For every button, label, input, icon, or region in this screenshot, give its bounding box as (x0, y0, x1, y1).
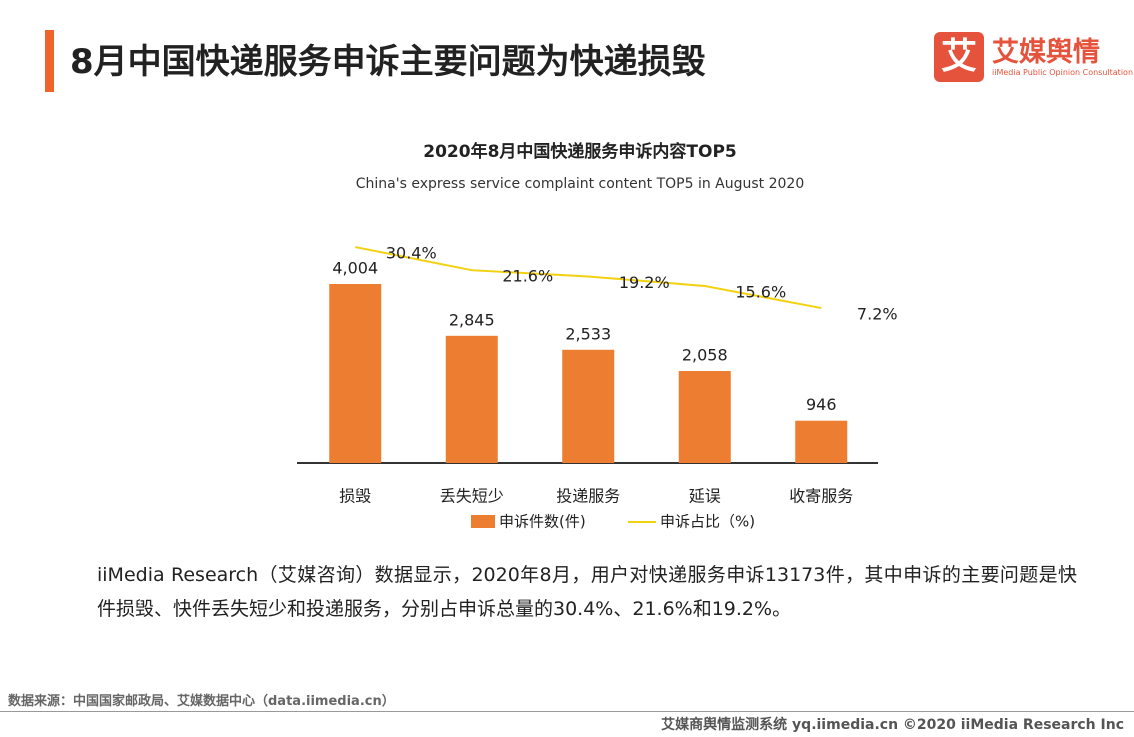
logo-name: 艾媒舆情 (992, 37, 1100, 68)
line-label: 21.6% (502, 267, 553, 286)
bar (445, 335, 498, 463)
bar (329, 284, 382, 463)
line-label: 7.2% (857, 305, 898, 324)
bar-label: 2,533 (565, 324, 611, 343)
page-title: 8月中国快递服务申诉主要问题为快递损毁 (70, 42, 706, 82)
divider (0, 711, 1134, 712)
line-label: 30.4% (386, 244, 437, 263)
bar (795, 420, 848, 463)
bar (562, 349, 615, 463)
legend-swatch (471, 515, 495, 528)
chart-subtitle: China's express service complaint conten… (356, 176, 805, 192)
x-tick-label: 丢失短少 (440, 487, 504, 506)
logo-tagline: iiMedia Public Opinion Consultation (992, 68, 1134, 77)
bar-label: 2,058 (682, 345, 728, 364)
bar (678, 370, 731, 463)
x-tick-label: 收寄服务 (789, 487, 853, 506)
legend-label: 申诉占比（%) (660, 513, 755, 531)
accent (45, 30, 54, 92)
chart-title: 2020年8月中国快递服务申诉内容TOP5 (423, 141, 736, 162)
bar-label: 4,004 (332, 259, 378, 278)
bar-label: 946 (806, 395, 837, 414)
logo-icon: 艾 (934, 32, 984, 82)
line-label: 15.6% (735, 282, 786, 301)
source: 数据来源：中国国家邮政局、艾媒数据中心（data.iimedia.cn） (8, 694, 395, 709)
chart: 2020年8月中国快递服务申诉内容TOP5 China's express se… (297, 141, 898, 531)
bar-label: 2,845 (449, 310, 495, 329)
paragraph: iiMedia Research（艾媒咨询）数据显示，2020年8月，用户对快递… (97, 564, 1077, 620)
line-label: 19.2% (619, 273, 670, 292)
line (355, 246, 822, 310)
x-tick-label: 投递服务 (556, 487, 620, 506)
x-tick-label: 损毁 (339, 487, 371, 506)
footer: 艾媒商舆情监测系统 yq.iimedia.cn ©2020 iiMedia Re… (661, 717, 1124, 733)
legend-label: 申诉件数(件) (499, 513, 586, 531)
x-tick-label: 延误 (689, 487, 721, 506)
